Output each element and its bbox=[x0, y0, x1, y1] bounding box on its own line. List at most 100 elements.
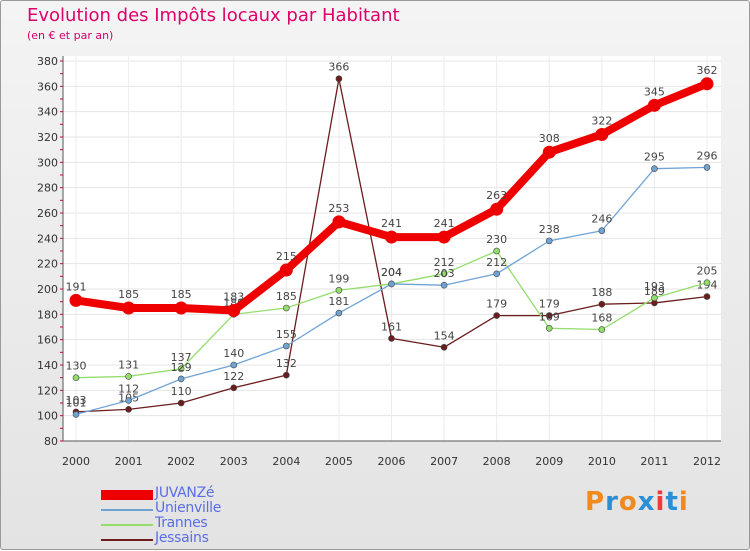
data-label: 212 bbox=[486, 256, 507, 269]
data-label: 185 bbox=[276, 290, 297, 303]
data-point bbox=[227, 304, 241, 318]
data-label: 155 bbox=[276, 328, 297, 341]
data-point bbox=[647, 98, 661, 112]
chart-title: Evolution des Impôts locaux par Habitant bbox=[27, 5, 400, 26]
y-tick-label: 300 bbox=[37, 156, 58, 169]
data-point bbox=[177, 365, 185, 373]
x-tick-label: 2009 bbox=[535, 455, 563, 468]
logo-letter: x bbox=[637, 487, 656, 517]
data-point bbox=[703, 279, 711, 286]
data-label: 193 bbox=[644, 280, 665, 293]
data-point bbox=[125, 373, 132, 380]
y-tick-label: 260 bbox=[37, 207, 58, 220]
data-point bbox=[125, 397, 132, 404]
data-point bbox=[174, 301, 188, 315]
legend-label: Jessains bbox=[155, 530, 209, 546]
y-tick-label: 320 bbox=[37, 131, 58, 144]
x-tick-label: 2001 bbox=[115, 455, 143, 468]
data-point bbox=[493, 312, 500, 319]
data-label: 366 bbox=[328, 61, 349, 74]
data-label: 204 bbox=[381, 266, 402, 279]
data-label: 308 bbox=[539, 132, 560, 145]
logo-letter: t bbox=[665, 487, 679, 517]
data-point bbox=[230, 384, 238, 392]
x-tick-label: 2004 bbox=[272, 455, 300, 468]
data-point bbox=[651, 294, 658, 302]
y-tick-label: 200 bbox=[37, 283, 58, 296]
data-label: 101 bbox=[66, 396, 87, 409]
data-label: 362 bbox=[697, 64, 718, 77]
data-point bbox=[545, 312, 553, 319]
x-tick-label: 2002 bbox=[167, 455, 195, 468]
data-point bbox=[440, 281, 448, 289]
data-point bbox=[332, 215, 346, 229]
x-tick-label: 2012 bbox=[693, 455, 721, 468]
data-label: 103 bbox=[66, 394, 87, 407]
data-point bbox=[493, 247, 500, 255]
data-point bbox=[385, 230, 398, 244]
data-label: 122 bbox=[223, 370, 244, 383]
proxiti-logo: Proxiti bbox=[585, 487, 689, 517]
data-point bbox=[230, 361, 238, 369]
data-point bbox=[545, 237, 553, 245]
data-point bbox=[440, 343, 448, 351]
logo-letter: i bbox=[655, 487, 666, 517]
data-point bbox=[335, 286, 343, 294]
data-label: 322 bbox=[591, 114, 612, 127]
y-tick-label: 380 bbox=[37, 55, 58, 68]
data-label: 204 bbox=[381, 266, 402, 279]
data-label: 203 bbox=[434, 267, 455, 280]
data-label: 241 bbox=[381, 217, 402, 230]
data-point bbox=[440, 270, 448, 278]
legend-label: JUVANZé bbox=[155, 485, 215, 501]
legend-item: JUVANZé bbox=[101, 485, 301, 502]
logo-letter: P bbox=[585, 487, 606, 517]
legend-label: Unienville bbox=[155, 500, 222, 516]
chart-subtitle: (en € et par an) bbox=[27, 29, 114, 42]
data-point bbox=[72, 374, 80, 381]
data-point bbox=[493, 270, 500, 278]
data-label: 241 bbox=[434, 217, 455, 230]
data-label: 191 bbox=[66, 280, 87, 293]
data-point bbox=[283, 304, 290, 312]
legend-item: Unienville bbox=[101, 500, 301, 517]
data-point bbox=[177, 399, 185, 407]
data-point bbox=[335, 309, 343, 317]
data-point bbox=[545, 324, 553, 332]
data-point bbox=[388, 335, 395, 342]
data-point bbox=[72, 411, 80, 418]
data-point bbox=[283, 342, 290, 350]
logo-letter: o bbox=[618, 487, 638, 517]
data-point bbox=[598, 227, 606, 235]
legend-swatch bbox=[101, 509, 153, 511]
data-label: 168 bbox=[591, 312, 612, 325]
data-label: 189 bbox=[644, 285, 665, 298]
data-label: 183 bbox=[223, 291, 244, 304]
y-tick-label: 240 bbox=[37, 232, 58, 245]
data-label: 130 bbox=[66, 360, 87, 373]
data-label: 185 bbox=[171, 288, 192, 301]
data-label: 238 bbox=[539, 223, 560, 236]
data-label: 140 bbox=[223, 347, 244, 360]
data-label: 199 bbox=[328, 272, 349, 285]
data-label: 169 bbox=[539, 310, 560, 323]
data-label: 132 bbox=[276, 357, 297, 370]
data-label: 185 bbox=[118, 288, 139, 301]
data-label: 212 bbox=[434, 256, 455, 269]
data-point bbox=[335, 75, 343, 83]
x-tick-label: 2011 bbox=[640, 455, 668, 468]
logo-letter: i bbox=[678, 487, 689, 517]
y-tick-label: 100 bbox=[37, 410, 58, 423]
x-tick-label: 2006 bbox=[378, 455, 406, 468]
data-point bbox=[703, 293, 711, 300]
data-point bbox=[177, 375, 185, 383]
data-point bbox=[595, 127, 609, 141]
x-tick-label: 2008 bbox=[483, 455, 511, 468]
data-point bbox=[598, 326, 606, 333]
data-point bbox=[651, 165, 658, 172]
data-label: 296 bbox=[697, 149, 718, 162]
data-point bbox=[700, 77, 714, 91]
data-label: 179 bbox=[486, 298, 507, 311]
legend-swatch bbox=[101, 539, 153, 541]
